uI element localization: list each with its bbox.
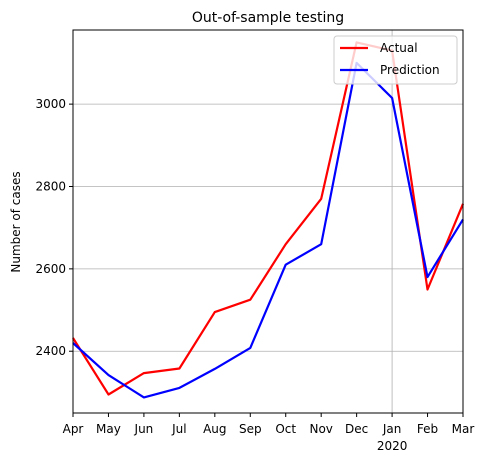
plot-frame <box>72 29 464 414</box>
x-tick-label: Oct <box>275 422 296 436</box>
x-year-label: 2020 <box>377 439 408 453</box>
x-tick-label: Dec <box>345 422 368 436</box>
series-line-prediction <box>72 61 464 399</box>
x-tick-label: Apr <box>63 422 84 436</box>
x-tick-label: Nov <box>309 422 332 436</box>
x-tick-label: Jan <box>382 422 402 436</box>
x-tick-label: Sep <box>239 422 262 436</box>
axes: 2400 2600 2800 3000 Apr May Jun Jul Aug Sep Oct Nov… <box>35 97 474 453</box>
x-tick-label: Feb <box>417 422 438 436</box>
y-tick-label: 2400 <box>35 344 66 358</box>
y-tick-label: 2800 <box>35 179 66 193</box>
x-tick-label: Jun <box>134 422 154 436</box>
y-tick-label: 2600 <box>35 262 66 276</box>
y-tick-label: 3000 <box>35 97 66 111</box>
y-axis-label: Number of cases <box>9 171 23 272</box>
x-tick-label: Jul <box>171 422 186 436</box>
chart-title: Out-of-sample testing <box>192 10 344 26</box>
x-tick-label: Aug <box>203 422 226 436</box>
grid <box>73 30 463 413</box>
legend-label-actual: Actual <box>380 41 418 55</box>
legend: Actual Prediction <box>333 35 458 85</box>
series-lines <box>72 41 465 399</box>
legend-label-prediction: Prediction <box>380 63 440 77</box>
x-tick-label: May <box>96 422 121 436</box>
x-tick-label: Mar <box>452 422 475 436</box>
series-line-actual <box>72 41 465 396</box>
